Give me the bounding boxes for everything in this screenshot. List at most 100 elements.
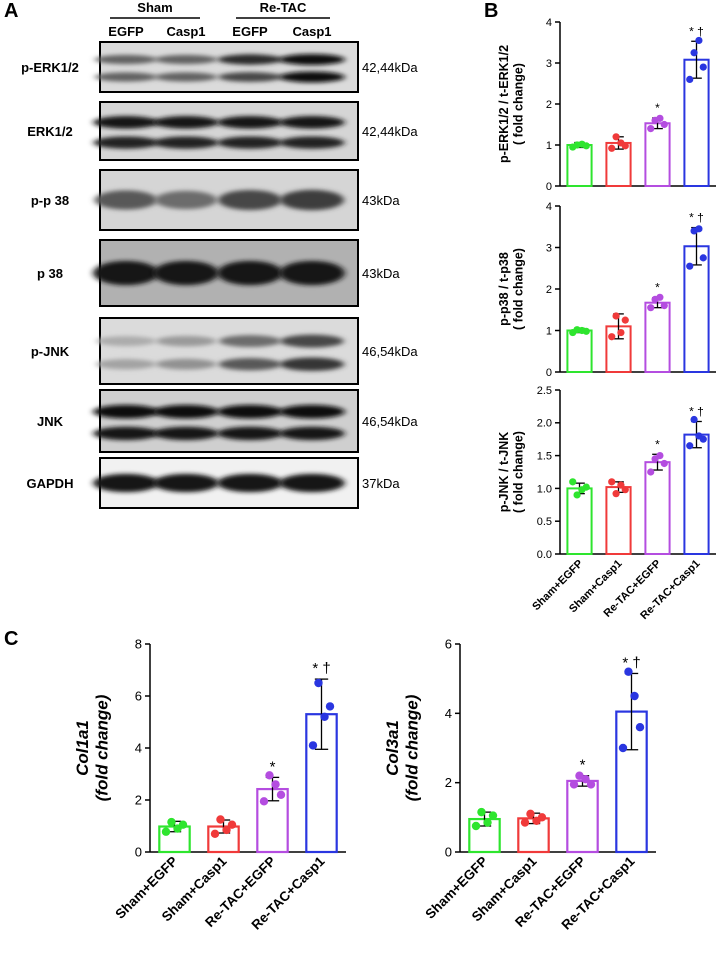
blot-band — [156, 335, 216, 347]
y-axis-label: p-p38 / t-p38 — [497, 252, 511, 326]
blot-band — [217, 426, 283, 441]
data-point — [656, 452, 664, 460]
data-point — [618, 743, 628, 753]
bar — [605, 486, 632, 556]
chart-b1: 0 1 2 3 4 p-ERK1/2 / t-ERK1/2( fold change) * *… — [497, 17, 716, 193]
y-tick-label: 0 — [546, 181, 552, 193]
y-tick-label: 2 — [546, 284, 552, 296]
data-point — [621, 142, 629, 150]
bar — [683, 58, 710, 187]
blot-band — [217, 136, 283, 149]
blot-band — [279, 404, 345, 419]
y-tick-label: 4 — [445, 706, 452, 721]
bar — [644, 301, 671, 374]
western-blot-panel: Sham Re-TAC EGFP Casp1 EGFP Casp1 p-ERK1/2 42,4… — [21, 0, 418, 509]
data-point — [314, 678, 323, 688]
data-point — [617, 481, 625, 489]
blot-band — [94, 54, 158, 65]
panel-letter-a: A — [4, 0, 19, 22]
blot-band — [280, 189, 344, 211]
blot-band — [217, 404, 283, 419]
data-point — [161, 827, 171, 836]
blot-group-label: Sham — [137, 0, 172, 15]
blot-row-label: p-ERK1/2 — [21, 60, 79, 75]
significance-label: * † — [689, 211, 704, 225]
significance-label: * — [655, 101, 660, 115]
blot-band — [279, 357, 345, 371]
data-point — [621, 316, 629, 324]
significance-label: * † — [689, 24, 704, 38]
y-tick-label: 1.5 — [537, 450, 552, 462]
y-tick-label: 6 — [445, 637, 452, 652]
y-tick-label: 0 — [135, 845, 142, 860]
data-point — [471, 821, 481, 831]
chart-b3: 0.0 0.5 1.0 1.5 2.0 2.5 p-JNK / t-JNK( fold ch… — [497, 385, 716, 620]
blot-band — [93, 473, 159, 493]
data-point — [581, 775, 590, 784]
data-point — [686, 262, 694, 270]
blot-size-label: 43kDa — [362, 193, 400, 208]
blot-band — [280, 334, 344, 348]
significance-label: * — [655, 437, 660, 451]
data-point — [586, 780, 596, 789]
data-point — [612, 133, 620, 141]
blot-band — [279, 473, 345, 493]
y-axis-label: p-JNK / t-JNK — [497, 432, 511, 513]
blot-lane-label: EGFP — [232, 24, 268, 39]
blot-band — [93, 136, 159, 149]
data-point — [259, 797, 269, 806]
data-point — [325, 702, 335, 711]
blot-band — [153, 426, 219, 441]
y-tick-label: 2.5 — [537, 385, 552, 397]
y-tick-label: 2 — [135, 793, 142, 808]
blot-band — [217, 54, 283, 65]
blot-band — [279, 116, 345, 129]
blot-size-label: 37kDa — [362, 476, 400, 491]
blot-band — [93, 404, 159, 419]
blot-membrane — [99, 41, 359, 93]
blot-band — [279, 260, 345, 286]
data-point — [582, 327, 590, 335]
blot-row-label: p-JNK — [31, 344, 70, 359]
blot-band — [94, 190, 158, 210]
blot-band — [279, 54, 345, 65]
blot-band — [154, 72, 218, 82]
blot-band — [154, 54, 218, 65]
blot-band — [153, 260, 219, 286]
significance-label: * † — [312, 660, 330, 677]
data-point — [265, 771, 274, 780]
data-point — [308, 741, 318, 750]
blot-band — [217, 260, 283, 286]
data-point — [647, 304, 655, 312]
data-point — [167, 817, 176, 827]
y-tick-label: 6 — [135, 689, 142, 704]
data-point — [695, 225, 703, 233]
panel-letter-c: C — [4, 628, 19, 650]
y-tick-label: 8 — [135, 637, 142, 652]
y-tick-label: 0 — [546, 367, 552, 379]
data-point — [612, 490, 620, 498]
blot-band — [218, 72, 282, 82]
blot-size-label: 46,54kDa — [362, 414, 418, 429]
data-point — [582, 483, 590, 491]
blot-size-label: 43kDa — [362, 266, 400, 281]
data-point — [222, 825, 231, 835]
blot-band — [93, 426, 159, 441]
significance-label: * — [270, 758, 276, 775]
bar — [566, 144, 593, 187]
blot-band — [153, 136, 219, 149]
data-point — [582, 142, 590, 150]
y-axis-label: Col3a1 — [383, 720, 402, 776]
data-point — [178, 820, 188, 829]
data-point — [660, 302, 668, 310]
y-tick-label: 3 — [546, 58, 552, 70]
blot-band — [96, 359, 156, 370]
y-tick-label: 2.0 — [537, 418, 552, 430]
y-axis-label-sub: (fold change) — [93, 694, 112, 801]
y-axis-label-sub: ( fold change) — [511, 248, 525, 330]
data-point — [569, 780, 579, 789]
blot-membrane — [99, 389, 359, 453]
blot-membrane — [99, 317, 359, 385]
